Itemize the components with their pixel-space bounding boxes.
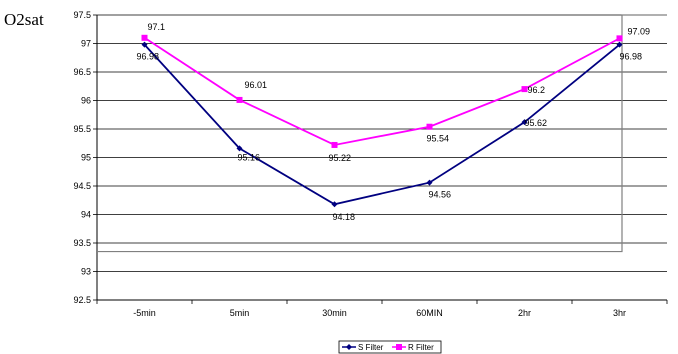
x-tick-labels: -5min 5min 30min 60MIN 2hr 3hr xyxy=(133,308,626,318)
data-label: 95.16 xyxy=(238,152,261,162)
y-tick-label: 93 xyxy=(81,267,91,277)
data-point xyxy=(141,34,148,41)
data-label: 95.54 xyxy=(427,134,450,144)
data-label: 97.1 xyxy=(148,22,166,32)
gridlines xyxy=(97,14,667,301)
data-point xyxy=(521,86,528,93)
data-label: 96.2 xyxy=(528,85,546,95)
legend-label: S Filter xyxy=(358,343,384,352)
y-tick-labels: 92.5 93 93.5 94 94.5 95 95.5 96 96.5 97 97.5 xyxy=(73,10,91,305)
data-label: 94.18 xyxy=(333,212,356,222)
data-point xyxy=(236,145,243,152)
x-tick-label: 30min xyxy=(322,308,347,318)
data-point xyxy=(236,96,243,103)
legend-marker xyxy=(346,344,352,350)
series-group: 96.98 95.16 94.18 94.56 95.62 96.98 97.1 96.01 9… xyxy=(137,22,651,222)
data-point xyxy=(616,35,623,42)
x-tick-label: -5min xyxy=(133,308,156,318)
y-tick-label: 92.5 xyxy=(73,295,91,305)
plot-frame xyxy=(97,14,667,253)
legend-marker xyxy=(396,344,402,350)
x-tick-label: 5min xyxy=(230,308,250,318)
legend-label: R Filter xyxy=(408,343,434,352)
data-label: 96.98 xyxy=(137,52,160,62)
data-point xyxy=(331,201,338,208)
legend-box xyxy=(338,340,442,354)
y-tick-label: 96.5 xyxy=(73,67,91,77)
y-tick-label: 94 xyxy=(81,210,91,220)
data-label: 97.09 xyxy=(628,26,651,36)
data-label: 95.22 xyxy=(329,153,352,163)
y-tick-label: 95 xyxy=(81,153,91,163)
y-axis-label: O2sat xyxy=(4,10,44,29)
series-line-s-filter xyxy=(143,43,621,206)
data-label: 94.56 xyxy=(429,190,452,200)
x-tick-label: 3hr xyxy=(613,308,626,318)
y-tick-label: 93.5 xyxy=(73,238,91,248)
data-point xyxy=(426,123,433,130)
legend: S Filter R Filter xyxy=(338,340,442,354)
data-label: 95.62 xyxy=(525,118,548,128)
data-point xyxy=(426,179,433,186)
series-line-r-filter xyxy=(144,37,620,146)
x-tick-label: 2hr xyxy=(518,308,531,318)
data-label: 96.01 xyxy=(245,80,268,90)
data-point xyxy=(616,41,623,48)
y-tick-label: 95.5 xyxy=(73,124,91,134)
y-tick-label: 96 xyxy=(81,96,91,106)
x-tick-label: 60MIN xyxy=(416,308,443,318)
axes xyxy=(93,14,668,304)
data-point xyxy=(141,41,148,48)
y-tick-label: 97 xyxy=(81,39,91,49)
data-point xyxy=(331,141,338,148)
data-point xyxy=(521,119,528,126)
data-label: 96.98 xyxy=(620,52,643,62)
y-tick-label: 94.5 xyxy=(73,181,91,191)
y-tick-label: 97.5 xyxy=(73,10,91,20)
